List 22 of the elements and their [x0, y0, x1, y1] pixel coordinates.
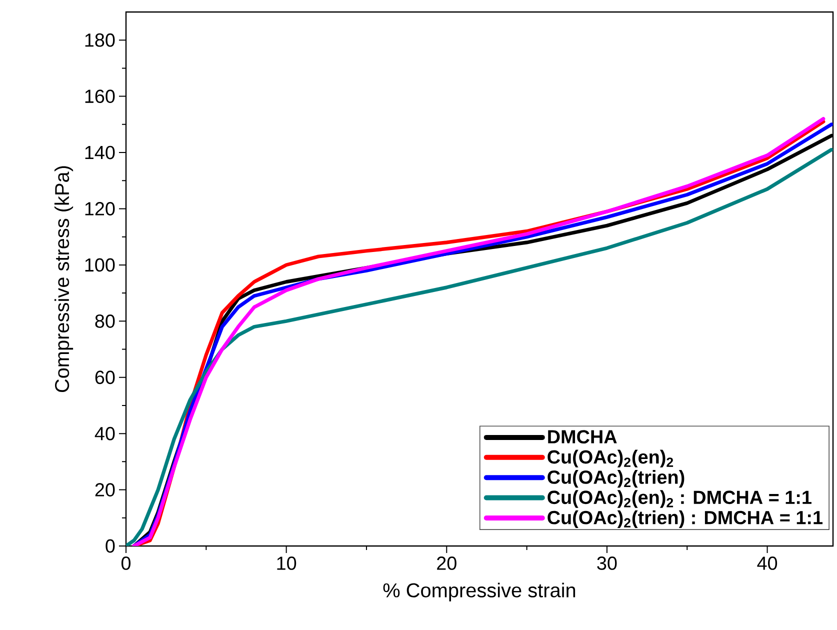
legend-label: Cu(OAc)$_{2}$(trien): [548, 470, 684, 488]
x-tick-label: 30: [597, 556, 617, 570]
x-tick-label: 40: [757, 556, 778, 570]
y-tick-label: 160: [85, 90, 115, 104]
legend-label: Cu(OAc)$_{2}$(en)$_{2}$: [548, 450, 674, 468]
legend-label: DMCHA: [548, 430, 617, 444]
y-tick-label: 140: [85, 146, 115, 160]
y-tick-label: 20: [95, 483, 115, 496]
y-tick-label: 80: [95, 314, 115, 328]
y-tick-label: 60: [95, 370, 115, 384]
x-tick-label: 10: [277, 556, 296, 570]
y-tick-label: 180: [85, 33, 115, 47]
legend-label: Cu(OAc)$_{2}$(trien) : DMCHA = 1:1: [548, 510, 823, 528]
y-tick-label: 120: [85, 202, 115, 216]
y-tick-label: 100: [85, 258, 115, 272]
y-tick-label: 0: [106, 539, 115, 553]
legend-label: Cu(OAc)$_{2}$(en)$_{2}$ : DMCHA = 1:1: [548, 490, 812, 508]
y-axis-title: Compressive stress (kPa): [54, 166, 74, 392]
x-axis-title: % Compressive strain: [383, 582, 576, 602]
x-tick-label: 0: [121, 556, 131, 570]
x-tick-label: 20: [437, 556, 456, 570]
y-tick-label: 40: [94, 426, 115, 440]
